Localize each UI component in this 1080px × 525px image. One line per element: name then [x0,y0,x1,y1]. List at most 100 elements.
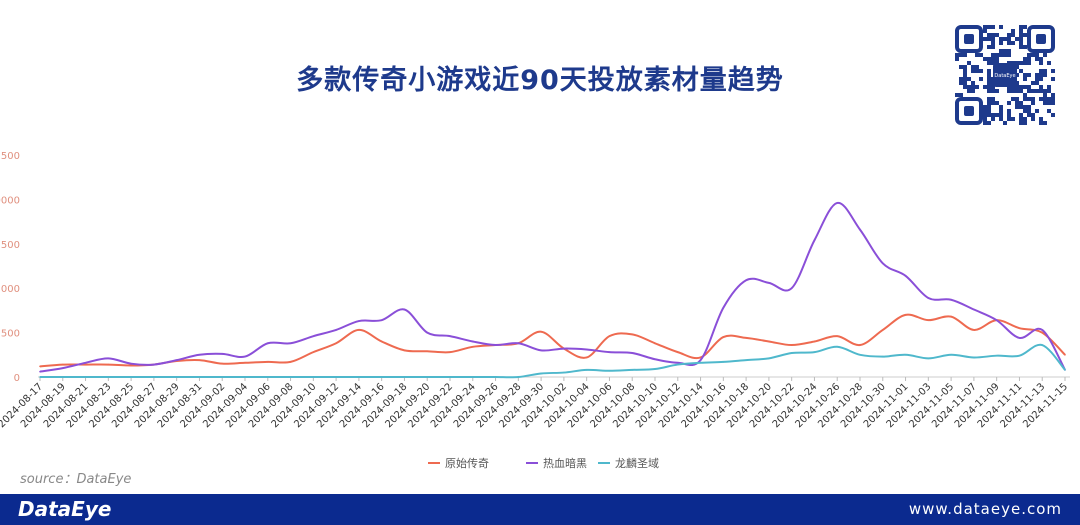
data-point [836,346,839,348]
data-point [61,367,64,369]
series-line-1 [39,201,1066,373]
data-point [1064,354,1066,356]
legend-label[interactable]: 原始传奇 [445,456,489,470]
data-point [426,376,429,378]
data-point [198,359,201,361]
qr-code: DataEye [955,25,1055,125]
data-point [39,370,41,373]
data-point [585,356,588,359]
data-point [107,363,110,366]
data-point [836,202,839,204]
data-point [289,361,292,363]
data-point [358,320,360,322]
data-point [745,337,747,339]
data-point [995,319,998,321]
y-tick-label: 0 [14,373,20,384]
data-point [198,354,201,356]
data-point [358,329,360,331]
data-point [517,376,520,378]
data-point [927,357,930,360]
data-point [631,333,634,336]
data-point [699,359,702,361]
data-point [927,319,930,321]
line-chart: 025005000750010000125002024-08-172024-08… [0,151,1070,470]
data-point [312,351,315,353]
data-point [221,353,224,355]
data-point [1041,344,1044,346]
data-point [859,344,861,346]
data-point [859,354,861,356]
data-point [335,329,337,331]
data-point [745,279,747,282]
data-point [790,344,793,346]
series-line-0 [39,313,1066,368]
data-point [1018,354,1021,357]
legend-label[interactable]: 热血暗黑 [543,456,587,470]
data-point [881,262,884,265]
data-point [1018,327,1021,329]
data-point [722,361,725,363]
data-point [449,376,451,378]
data-point [790,352,793,354]
data-point [403,376,406,378]
data-point [995,354,998,357]
data-point [950,298,952,301]
data-point [881,355,884,358]
data-point [950,315,952,318]
data-point [380,376,383,378]
data-point [312,376,315,378]
data-point [904,354,907,356]
data-point [768,357,770,360]
data-point [471,376,474,378]
data-point [699,361,702,364]
svg-text:DataEye: DataEye [994,73,1015,79]
data-point [745,359,747,361]
data-point [449,351,451,353]
data-point [39,365,41,368]
data-point [768,282,770,284]
data-point [1041,329,1044,331]
website-link[interactable]: www.dataeye.com [908,500,1062,518]
data-point [654,342,656,345]
data-point [654,358,656,361]
data-point [175,359,178,361]
data-point [244,355,246,358]
data-point [107,376,110,378]
data-point [631,352,634,354]
data-point [39,376,41,378]
data-point [540,349,542,352]
data-point [973,308,975,311]
data-point [585,369,588,371]
data-point [335,342,337,345]
data-point [312,335,315,337]
data-point [608,335,611,337]
data-point [403,308,406,311]
data-point [266,376,269,378]
data-point [904,274,907,277]
data-point [676,351,679,353]
data-point [494,376,497,378]
data-point [471,340,474,343]
chart-title: 多款传奇小游戏近90天投放素材量趋势 [296,65,784,96]
data-point [130,362,132,365]
data-point [722,336,725,338]
data-point [654,368,656,370]
data-point [403,349,406,352]
data-point [813,239,816,242]
data-point [927,297,930,299]
data-point [221,362,224,365]
y-tick-label: 2500 [0,329,20,340]
data-point [130,364,132,367]
data-point [631,369,634,371]
footer-bar: DataEye www.dataeye.com [0,494,1080,525]
series-line-2 [40,343,1066,379]
data-point [61,363,64,366]
data-point [175,376,178,378]
data-point [540,330,542,333]
data-point [585,348,588,351]
data-point [1064,369,1066,371]
legend-label[interactable]: 龙麟圣域 [615,456,659,470]
data-point [244,376,246,378]
data-point [722,306,725,309]
